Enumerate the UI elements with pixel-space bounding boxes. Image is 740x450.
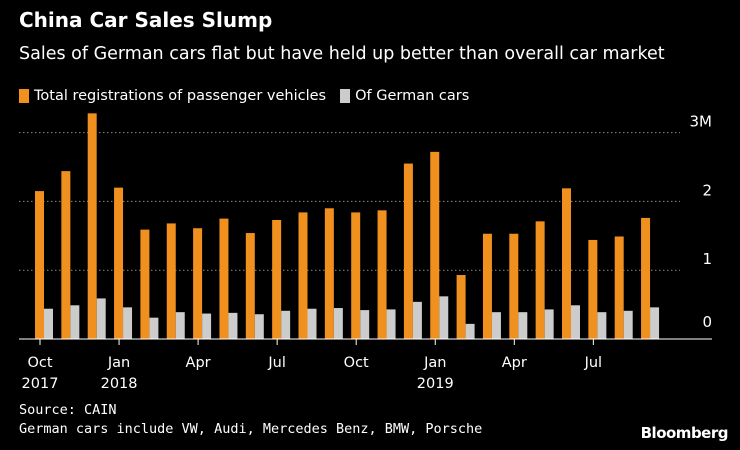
bar-german-2018-01: [123, 307, 133, 339]
y-axis-labels: 0 1 2 3M: [690, 113, 713, 331]
bar-german-2018-04: [202, 313, 212, 339]
y-tick-label-1: 1: [702, 250, 712, 268]
bar-total-2019-09: [641, 217, 651, 339]
x-tick-label-9: Jul: [267, 355, 286, 371]
bar-german-2018-02: [149, 317, 159, 339]
bar-chart: Oct 2017 Jan 2018 Apr Jul Oct Jan 2019 Apr Jul 0 1 2…: [19, 113, 713, 392]
y-tick-label-0: 0: [702, 313, 712, 331]
bar-total-2018-07: [272, 219, 282, 339]
bar-total-2018-12: [403, 163, 413, 339]
x-tick-label-3: Jan: [107, 355, 130, 371]
bar-total-2019-01: [430, 151, 440, 339]
bar-german-2017-11: [70, 305, 80, 339]
bar-total-2018-02: [140, 229, 150, 339]
bar-german-2019-08: [623, 310, 633, 339]
bar-total-2018-11: [377, 210, 387, 339]
x-tick-label-15: Jan: [423, 355, 446, 371]
y-tick-label-2: 2: [702, 181, 712, 199]
chart-subtitle: Sales of German cars flat but have held …: [19, 44, 665, 64]
x-tick-label-21: Jul: [584, 355, 603, 371]
bar-total-2019-04: [509, 233, 519, 339]
bar-german-2018-05: [228, 312, 238, 339]
bar-total-2018-03: [166, 223, 176, 339]
bloomberg-logo: Bloomberg: [640, 424, 729, 442]
bar-total-2017-11: [61, 171, 71, 339]
bar-german-2017-10: [44, 308, 53, 339]
bar-german-2017-12: [96, 298, 106, 339]
bar-total-2019-06: [562, 188, 571, 339]
bar-total-2019-08: [614, 236, 624, 339]
bar-german-2019-01: [439, 296, 449, 339]
legend-swatch-german: [340, 89, 351, 103]
x-tick-label-6: Apr: [186, 355, 211, 371]
bar-german-2019-05: [544, 309, 554, 339]
bar-total-2019-05: [535, 221, 545, 339]
y-tick-label-3: 3M: [690, 113, 713, 131]
bar-total-2017-10: [35, 191, 44, 339]
x-tick-year-15: 2019: [417, 376, 454, 392]
bar-total-2019-03: [482, 233, 492, 339]
footnote: German cars include VW, Audi, Mercedes B…: [19, 421, 483, 437]
legend-item-german: Of German cars: [340, 88, 469, 104]
legend-label-german: Of German cars: [355, 88, 470, 104]
bar-german-2019-09: [650, 307, 660, 339]
bar-total-2018-06: [245, 233, 255, 339]
x-tick-year-0: 2017: [22, 376, 59, 392]
bar-german-2018-08: [307, 308, 317, 339]
bar-german-2019-02: [465, 323, 475, 339]
bar-total-2018-05: [219, 218, 229, 339]
bar-german-2018-10: [360, 310, 370, 339]
bar-total-2018-08: [298, 212, 308, 339]
bar-total-2017-12: [87, 113, 97, 339]
bars: [35, 113, 660, 339]
bar-german-2019-03: [491, 312, 501, 339]
legend-item-total: Total registrations of passenger vehicle…: [19, 88, 326, 104]
x-axis-ticks: Oct 2017 Jan 2018 Apr Jul Oct Jan 2019 Apr Jul: [22, 339, 603, 392]
bar-german-2018-09: [333, 308, 343, 339]
bar-german-2018-12: [412, 301, 422, 339]
x-tick-label-12: Oct: [344, 355, 369, 371]
bar-total-2018-10: [351, 212, 361, 339]
x-tick-year-3: 2018: [101, 376, 138, 392]
bar-german-2018-11: [386, 309, 396, 339]
legend-swatch-total: [19, 89, 29, 103]
legend: Total registrations of passenger vehicle…: [19, 88, 483, 104]
bar-german-2019-06: [571, 305, 580, 339]
bar-german-2019-04: [518, 312, 528, 339]
bar-total-2018-09: [324, 208, 334, 339]
bar-total-2018-01: [114, 187, 124, 339]
bar-total-2019-07: [588, 239, 598, 339]
bar-german-2018-03: [175, 312, 185, 339]
bar-german-2018-06: [254, 314, 264, 339]
source-note: Source: CAIN: [19, 402, 117, 418]
x-tick-label-0: Oct: [27, 355, 52, 371]
bar-total-2018-04: [193, 228, 203, 339]
chart-title: China Car Sales Slump: [19, 8, 273, 32]
legend-label-total: Total registrations of passenger vehicle…: [34, 88, 327, 104]
x-tick-label-18: Apr: [502, 355, 527, 371]
bar-german-2019-07: [597, 312, 607, 339]
bar-german-2018-07: [281, 310, 291, 339]
bar-total-2019-02: [456, 275, 466, 339]
